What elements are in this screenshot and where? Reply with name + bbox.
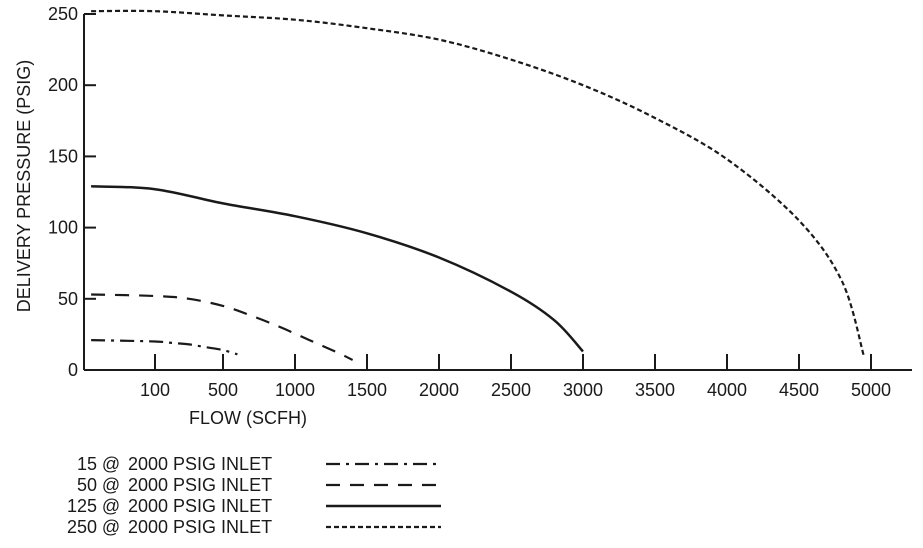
x-tick-label: 100 — [140, 380, 170, 400]
legend-at: @ — [102, 517, 120, 537]
x-axis-ticks: 100 500 1000 1500 2000 2500 3000 3500 4000 4500 50… — [140, 354, 891, 400]
series-curves — [91, 9, 865, 361]
legend-at: @ — [102, 475, 120, 495]
x-axis-title: FLOW (SCFH) — [189, 408, 307, 428]
x-tick-label: 500 — [208, 380, 238, 400]
legend-label: 2000 PSIG INLET — [128, 454, 272, 474]
x-tick-label: 3000 — [563, 380, 603, 400]
legend-value: 250 — [67, 517, 97, 537]
chart-axes — [83, 14, 912, 371]
legend-label: 2000 PSIG INLET — [128, 517, 272, 537]
legend-value: 50 — [77, 475, 97, 495]
series-line-2 — [91, 293, 354, 361]
y-tick-label: 150 — [48, 146, 78, 166]
x-tick-label: 2000 — [419, 380, 459, 400]
x-tick-label: 4500 — [779, 380, 819, 400]
x-tick-label: 1500 — [347, 380, 387, 400]
x-tick-label: 1000 — [275, 380, 315, 400]
legend-at: @ — [102, 496, 120, 516]
series-line-1 — [91, 339, 238, 356]
x-tick-label: 5000 — [851, 380, 891, 400]
y-axis-title: DELIVERY PRESSURE (PSIG) — [14, 60, 34, 312]
y-tick-label: 200 — [48, 75, 78, 95]
y-tick-label: 0 — [68, 360, 78, 380]
series-line-3 — [91, 185, 584, 353]
legend-value: 125 — [67, 496, 97, 516]
series-line-4 — [91, 9, 865, 357]
legend-label: 2000 PSIG INLET — [128, 496, 272, 516]
legend-value: 15 — [77, 454, 97, 474]
legend-label: 2000 PSIG INLET — [128, 475, 272, 495]
x-tick-label: 4000 — [707, 380, 747, 400]
y-tick-label: 50 — [58, 289, 78, 309]
y-axis-ticks: 0 50 100 150 200 250 — [48, 4, 96, 380]
y-tick-label: 250 — [48, 4, 78, 24]
legend-at: @ — [102, 454, 120, 474]
y-tick-label: 100 — [48, 218, 78, 238]
x-tick-label: 3500 — [635, 380, 675, 400]
x-tick-label: 2500 — [491, 380, 531, 400]
